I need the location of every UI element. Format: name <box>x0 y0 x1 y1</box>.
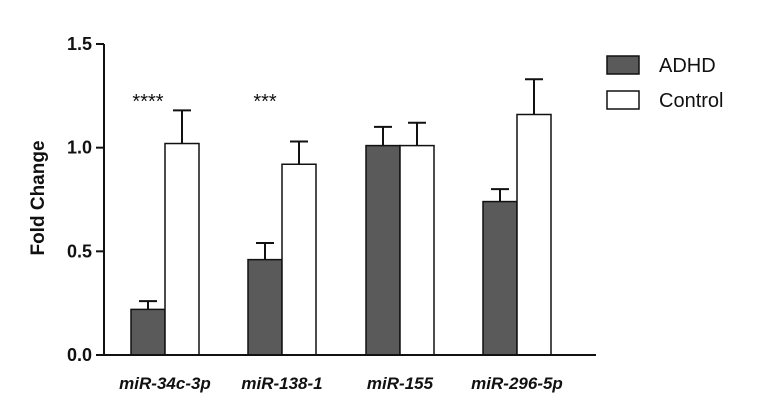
y-tick-label: 0.5 <box>67 241 92 261</box>
bar-control <box>281 163 317 356</box>
significance-marker: *** <box>253 91 277 113</box>
bar-adhd <box>247 258 283 356</box>
bar-adhd <box>130 308 166 356</box>
y-axis-title: Fold Change <box>28 140 49 255</box>
legend-label-adhd: ADHD <box>659 55 716 77</box>
bar-adhd <box>482 200 518 356</box>
bar-control <box>164 142 200 356</box>
y-axis: 0.0 0.5 1.0 1.5 <box>67 34 105 365</box>
bar-adhd <box>365 144 401 356</box>
significance-marker: **** <box>132 91 163 113</box>
bars-layer: **** *** <box>130 78 552 356</box>
bar-control <box>516 113 552 356</box>
x-category-label: miR-296-5p <box>471 374 563 393</box>
legend-label-control: Control <box>659 90 723 112</box>
legend-swatch-control <box>606 90 640 110</box>
bar-control <box>399 144 435 356</box>
y-tick-label: 1.0 <box>67 138 92 158</box>
legend: ADHD Control <box>606 55 723 112</box>
y-tick-label: 0.0 <box>67 345 92 365</box>
y-tick-label: 1.5 <box>67 34 92 54</box>
legend-swatch-adhd <box>606 55 640 75</box>
x-axis: miR-34c-3p miR-138-1 miR-155 miR-296-5p <box>104 354 596 393</box>
x-category-label: miR-155 <box>367 374 434 393</box>
x-category-label: miR-34c-3p <box>119 374 211 393</box>
x-category-label: miR-138-1 <box>241 374 322 393</box>
